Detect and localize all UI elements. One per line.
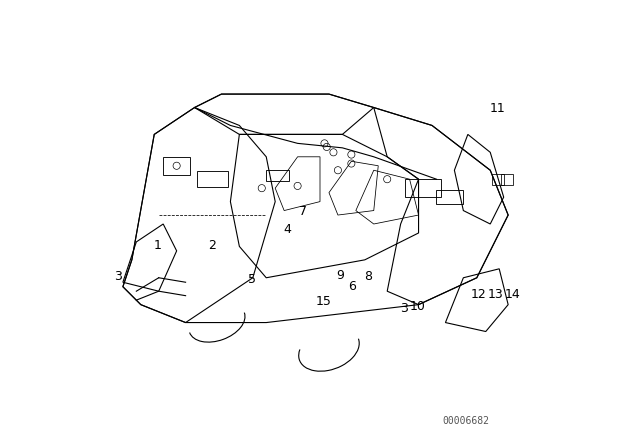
Text: 11: 11 <box>490 102 506 115</box>
Text: 8: 8 <box>364 270 372 284</box>
Bar <box>163 157 190 175</box>
Bar <box>493 174 504 185</box>
Text: 2: 2 <box>207 239 216 252</box>
Bar <box>405 179 441 197</box>
Text: 12: 12 <box>470 288 486 302</box>
Text: 10: 10 <box>410 300 426 314</box>
Text: 00006682: 00006682 <box>442 416 489 426</box>
Bar <box>197 171 228 187</box>
Text: 3: 3 <box>400 302 408 315</box>
Bar <box>436 190 463 204</box>
Bar <box>502 174 513 185</box>
Text: 6: 6 <box>348 280 356 293</box>
Text: 14: 14 <box>505 288 520 302</box>
Text: 9: 9 <box>336 269 344 282</box>
Bar <box>266 170 289 181</box>
Text: 4: 4 <box>284 223 292 237</box>
Text: 1: 1 <box>154 239 162 252</box>
Text: 3: 3 <box>115 270 122 284</box>
Text: 15: 15 <box>316 294 332 308</box>
Text: 7: 7 <box>299 205 307 218</box>
Text: 13: 13 <box>488 288 504 302</box>
Text: 5: 5 <box>248 272 256 286</box>
